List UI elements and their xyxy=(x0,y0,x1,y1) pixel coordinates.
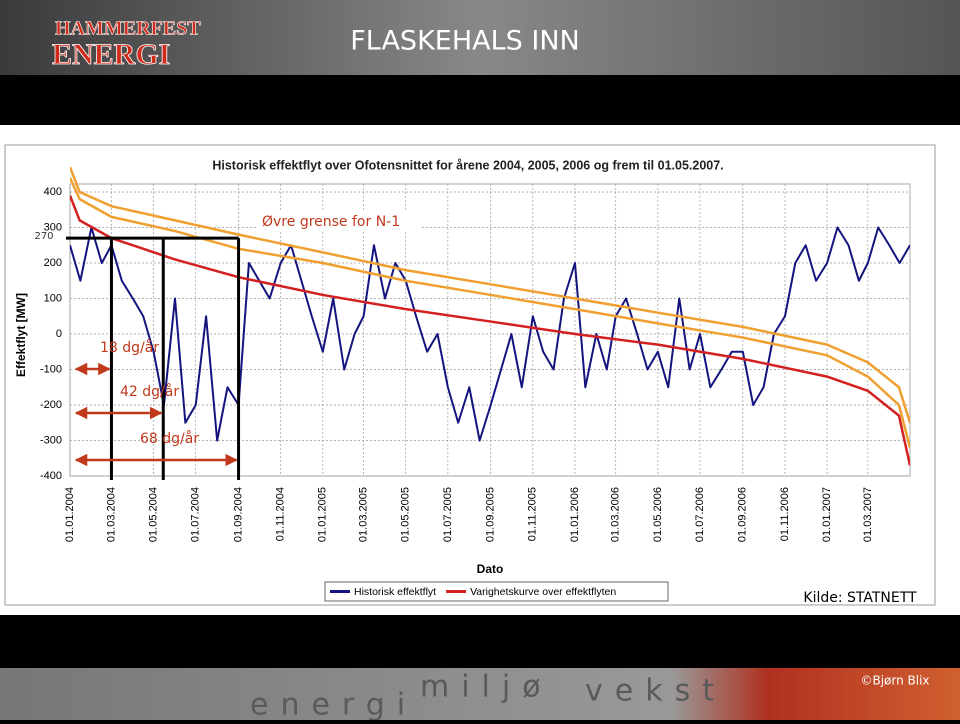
y-axis-label: Effektflyt [MW] xyxy=(14,293,28,377)
legend-label: Varighetskurve over effektflyten xyxy=(470,586,616,598)
series-line xyxy=(70,166,910,424)
x-tick-label: 01.11.2006 xyxy=(779,487,791,541)
threshold-label: 270 xyxy=(34,231,53,242)
x-tick-label: 01.05.2004 xyxy=(147,487,159,542)
x-tick-label: 01.09.2004 xyxy=(232,487,244,542)
limit-label: Øvre grense for N-1 xyxy=(262,214,400,230)
header-band xyxy=(0,0,960,75)
logo-top: HAMMERFEST xyxy=(55,18,201,40)
logo-bottom: ENERGI xyxy=(52,38,170,71)
x-tick-label: 01.03.2005 xyxy=(357,487,369,542)
y-tick-label: -400 xyxy=(40,470,62,482)
x-tick-label: 01.09.2005 xyxy=(485,487,497,542)
black-band xyxy=(0,75,960,125)
x-tick-label: 01.05.2005 xyxy=(400,487,412,542)
plot-lines xyxy=(70,166,910,466)
slide-title: FLASKEHALS INN xyxy=(350,26,579,57)
x-tick-label: 01.11.2004 xyxy=(275,487,287,541)
footer-word: energi xyxy=(250,688,417,721)
x-tick-label: 01.01.2004 xyxy=(64,487,76,542)
x-tick-label: 01.01.2007 xyxy=(821,487,833,542)
x-tick-label: 01.11.2005 xyxy=(527,487,539,541)
annotation-label: 18 dg/år xyxy=(100,339,159,356)
y-tick-label: 400 xyxy=(44,186,62,198)
footer-word: miljø xyxy=(420,670,553,705)
footer-band xyxy=(0,668,960,720)
x-tick-label: 01.07.2006 xyxy=(694,487,706,542)
legend-box xyxy=(324,581,669,602)
x-tick-label: 01.09.2006 xyxy=(737,487,749,542)
footer-word: vekst xyxy=(585,674,726,709)
y-tick-label: 300 xyxy=(44,221,62,233)
legend-label: Historisk effektflyt xyxy=(354,586,436,598)
series-line xyxy=(70,226,910,442)
limit-label-bg xyxy=(258,211,420,231)
x-axis-label: Dato xyxy=(477,562,504,576)
x-tick-label: 01.03.2006 xyxy=(610,487,622,542)
y-tick-label: 100 xyxy=(44,292,62,304)
plot-area xyxy=(69,183,911,477)
x-tick-label: 01.03.2007 xyxy=(862,487,874,542)
x-tick-label: 01.01.2006 xyxy=(569,487,581,542)
y-tick-label: -200 xyxy=(40,399,62,411)
x-tick-label: 01.05.2006 xyxy=(652,487,664,542)
series-line xyxy=(70,195,910,466)
y-tick-label: 0 xyxy=(56,328,62,340)
y-tick-label: 200 xyxy=(44,257,62,269)
y-tick-label: -300 xyxy=(40,434,62,446)
x-tick-label: 01.07.2005 xyxy=(442,487,454,542)
x-tick-label: 01.01.2005 xyxy=(317,487,329,542)
annotation-label: 68 dg/år xyxy=(140,430,199,447)
credit: ©Bjørn Blix xyxy=(860,674,929,688)
series-line xyxy=(70,177,910,448)
x-tick-label: 01.07.2004 xyxy=(190,487,202,542)
chart-title: Historisk effektflyt over Ofotensnittet … xyxy=(212,158,723,172)
annotation-label: 42 dg/år xyxy=(120,383,179,400)
y-tick-label: -100 xyxy=(40,363,62,375)
x-tick-label: 01.03.2004 xyxy=(105,487,117,542)
source: Kilde: STATNETT xyxy=(803,590,917,606)
